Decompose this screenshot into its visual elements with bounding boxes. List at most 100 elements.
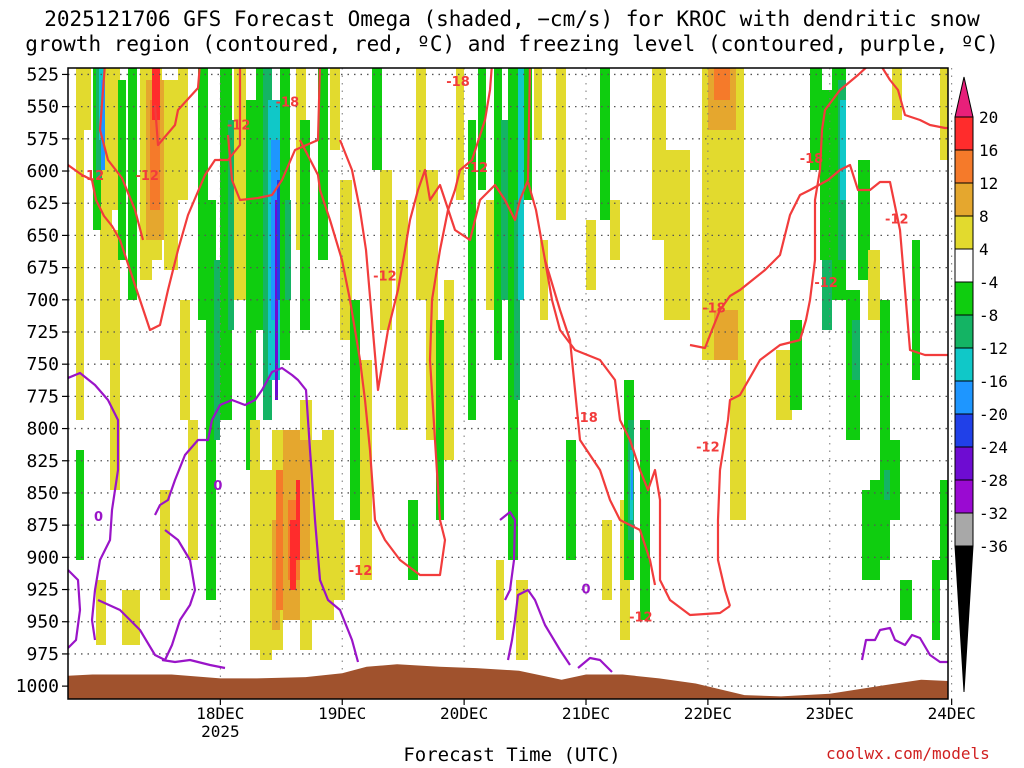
omega-cell bbox=[150, 100, 160, 210]
dendritic-contour bbox=[881, 68, 948, 130]
dendritic-contour bbox=[299, 68, 493, 577]
colorbar-label: 12 bbox=[979, 174, 998, 193]
y-tick-label: 725 bbox=[26, 322, 59, 343]
colorbar-label: -36 bbox=[979, 537, 1008, 556]
omega-cell bbox=[164, 80, 178, 270]
freezing-level-contour bbox=[68, 371, 120, 641]
omega-cell bbox=[586, 220, 596, 290]
plot-frame bbox=[67, 67, 949, 700]
omega-cell bbox=[350, 300, 360, 520]
omega-cell bbox=[334, 520, 345, 600]
dendritic-contour bbox=[338, 68, 532, 392]
omega-cell bbox=[84, 68, 91, 130]
omega-cell bbox=[540, 240, 548, 320]
y-tick-label: 900 bbox=[26, 547, 59, 568]
y-tick-label: 800 bbox=[26, 419, 59, 440]
omega-cell bbox=[880, 300, 890, 560]
colorbar-swatch bbox=[954, 116, 974, 151]
omega-cell bbox=[932, 560, 940, 640]
omega-cell bbox=[486, 200, 494, 310]
y-tick-label: 950 bbox=[26, 612, 59, 633]
freezing-level-contour bbox=[161, 658, 226, 670]
omega-cell bbox=[566, 440, 576, 560]
omega-cell bbox=[260, 470, 272, 660]
colorbar-label: -12 bbox=[979, 339, 1008, 358]
contour-value-label: -12 bbox=[629, 611, 653, 626]
omega-cell bbox=[652, 68, 666, 240]
colorbar-label: -8 bbox=[979, 306, 998, 325]
x-tick-label: 19DEC bbox=[318, 704, 366, 723]
omega-cell bbox=[940, 68, 948, 160]
omega-cell bbox=[285, 200, 291, 300]
y-tick-label: 775 bbox=[26, 386, 59, 407]
contour-value-label: -12 bbox=[227, 119, 251, 134]
omega-cell bbox=[110, 230, 120, 490]
x-tick-label: 20DEC bbox=[440, 704, 488, 723]
colorbar-swatch bbox=[954, 347, 974, 382]
colorbar-swatch bbox=[954, 281, 974, 316]
freezing-level-contour bbox=[97, 529, 197, 662]
y-tick-label: 875 bbox=[26, 515, 59, 536]
y-tick-label: 600 bbox=[26, 161, 59, 182]
colorbar: 20 16 12 8 4 -4 -8 -12 -16 -20 -24 -28 -32 -36 bbox=[954, 76, 1008, 693]
credit-link[interactable]: coolwx.com/models bbox=[826, 744, 990, 763]
contour-value-label: -12 bbox=[696, 441, 720, 456]
dendritic-contour bbox=[718, 68, 868, 471]
omega-cell bbox=[263, 68, 272, 420]
contour-value-label: -18 bbox=[276, 95, 300, 110]
omega-cell bbox=[436, 320, 444, 520]
omega-cell bbox=[556, 68, 566, 220]
omega-cell bbox=[290, 520, 296, 590]
chart-title-line-2: growth region (contoured, red, ºC) and f… bbox=[25, 32, 999, 56]
colorbar-swatch bbox=[954, 314, 974, 349]
omega-cell bbox=[312, 440, 322, 620]
omega-cell bbox=[360, 360, 372, 580]
omega-cell bbox=[714, 68, 730, 100]
omega-cell bbox=[444, 280, 454, 460]
omega-cell bbox=[180, 300, 190, 420]
colorbar-label: 4 bbox=[979, 240, 989, 259]
contour-value-label: 0 bbox=[213, 479, 222, 494]
dendritic-contour bbox=[716, 469, 732, 607]
colorbar-label: -24 bbox=[979, 438, 1008, 457]
omega-cell bbox=[300, 440, 310, 560]
omega-cell bbox=[300, 120, 310, 330]
freezing-level-contour bbox=[860, 626, 948, 664]
y-tick-label: 975 bbox=[26, 644, 59, 665]
omega-cell bbox=[188, 420, 198, 560]
contour-value-label: -12 bbox=[814, 276, 838, 291]
omega-cell bbox=[112, 68, 120, 210]
omega-cell bbox=[256, 68, 264, 330]
omega-cell bbox=[730, 360, 746, 520]
y-tick-label: 925 bbox=[26, 580, 59, 601]
omega-cell bbox=[372, 68, 382, 170]
omega-cell bbox=[714, 310, 738, 360]
x-tick-sublabel: 2025 bbox=[201, 722, 240, 741]
omega-cell bbox=[840, 100, 846, 200]
omega-cell bbox=[912, 240, 920, 380]
omega-cell bbox=[396, 200, 408, 430]
omega-cell bbox=[198, 68, 208, 320]
omega-cell bbox=[228, 120, 234, 330]
omega-cell bbox=[870, 480, 884, 520]
colorbar-swatch bbox=[954, 182, 974, 217]
y-tick-label: 525 bbox=[26, 64, 59, 85]
colorbar-label: -16 bbox=[979, 372, 1008, 391]
colorbar-label: -20 bbox=[979, 405, 1008, 424]
omega-cell bbox=[640, 420, 650, 620]
omega-cell bbox=[600, 68, 610, 220]
colorbar-swatch bbox=[954, 413, 974, 448]
x-axis-title: Forecast Time (UTC) bbox=[403, 744, 621, 766]
y-tick-label: 625 bbox=[26, 193, 59, 214]
contour-value-label: -12 bbox=[373, 269, 397, 284]
omega-cell bbox=[160, 490, 170, 600]
colorbar-label: 20 bbox=[979, 108, 998, 127]
contour-labels: -12 -12 -12 -18 -18 -12 -12 -12 -18 -18 -12 -18 -12 -… bbox=[81, 75, 909, 626]
omega-cell bbox=[122, 590, 140, 645]
y-tick-label: 1000 bbox=[16, 676, 59, 697]
omega-cell bbox=[76, 450, 84, 560]
omega-cell bbox=[250, 420, 260, 650]
colorbar-swatch bbox=[954, 248, 974, 283]
contour-value-label: -18 bbox=[446, 75, 470, 90]
contour-value-label: -12 bbox=[885, 213, 909, 228]
